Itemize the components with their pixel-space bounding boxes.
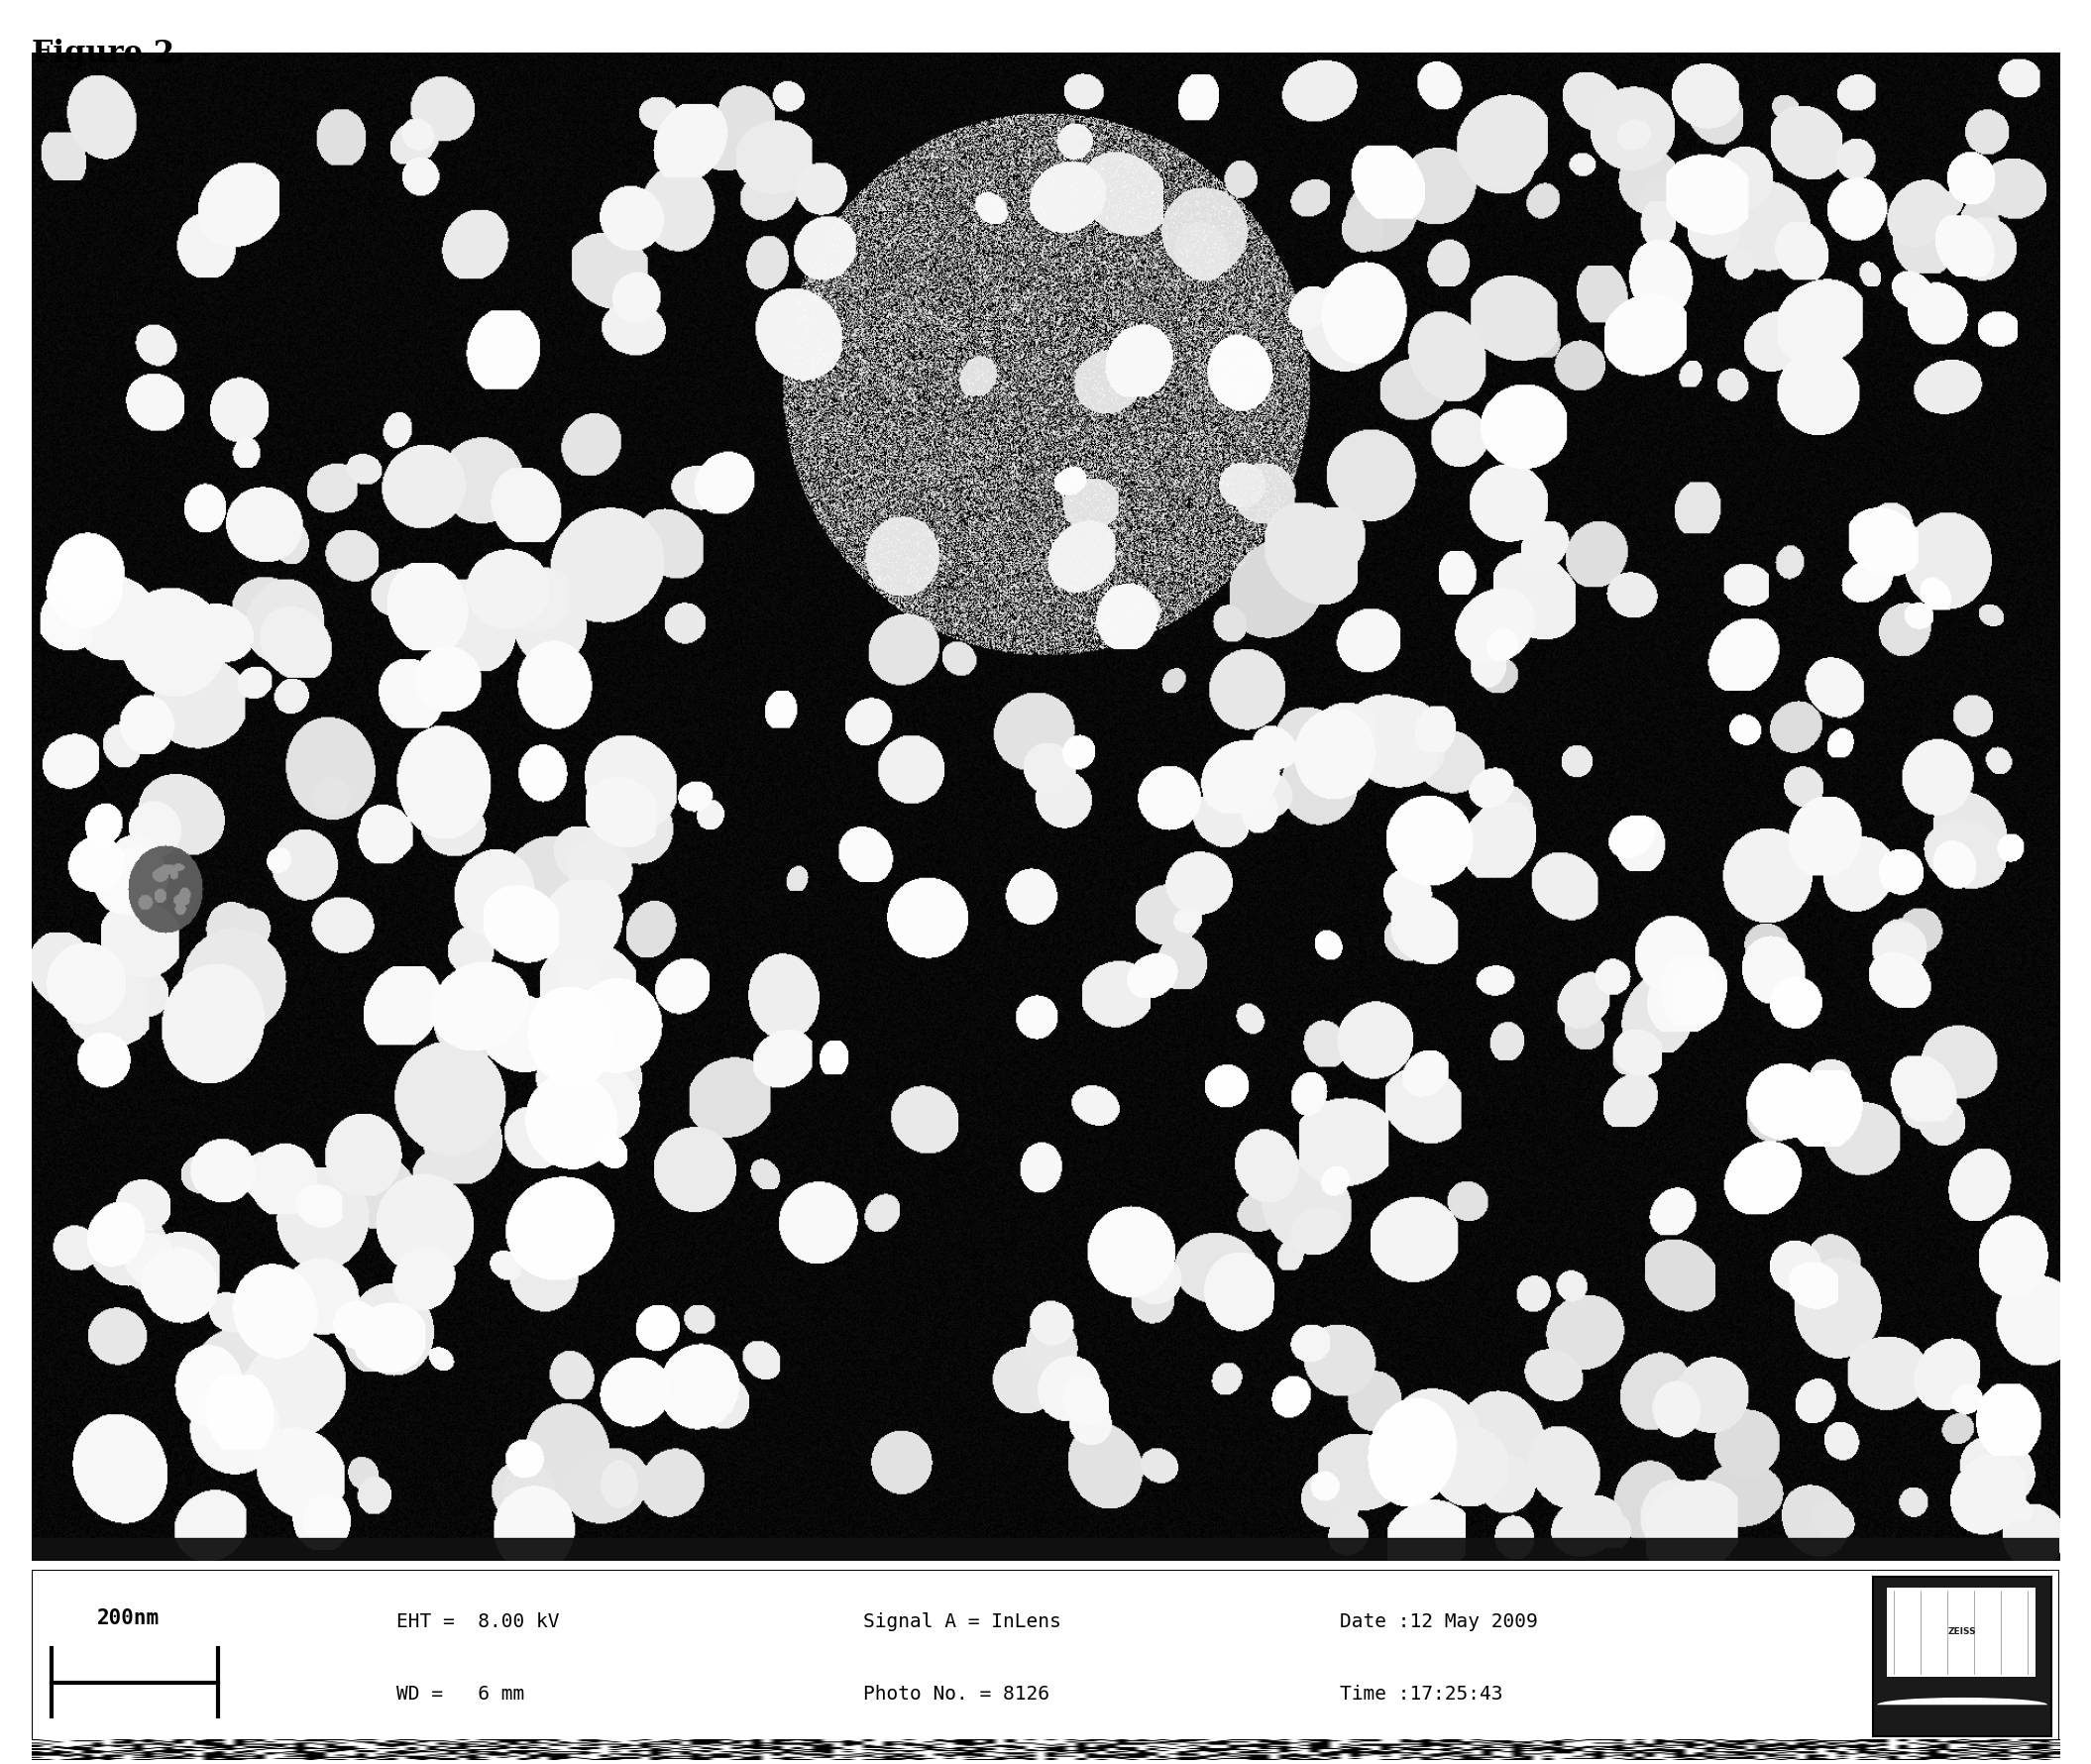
Bar	[1888, 1588, 2035, 1678]
Text: Date :12 May 2009: Date :12 May 2009	[1340, 1612, 1537, 1632]
Bar	[31, 1538, 2060, 1561]
Bar	[1874, 1577, 2051, 1736]
Text: WD =   6 mm: WD = 6 mm	[397, 1685, 525, 1704]
Text: 200nm: 200nm	[98, 1609, 161, 1628]
Text: ZEISS: ZEISS	[1949, 1628, 1976, 1637]
Text: EHT =  8.00 kV: EHT = 8.00 kV	[397, 1612, 560, 1632]
Text: Time :17:25:43: Time :17:25:43	[1340, 1685, 1503, 1704]
Text: Figure 2.: Figure 2.	[31, 39, 184, 69]
Text: Photo No. = 8126: Photo No. = 8126	[864, 1685, 1050, 1704]
Wedge shape	[1878, 1697, 2047, 1704]
Text: Signal A = InLens: Signal A = InLens	[864, 1612, 1060, 1632]
